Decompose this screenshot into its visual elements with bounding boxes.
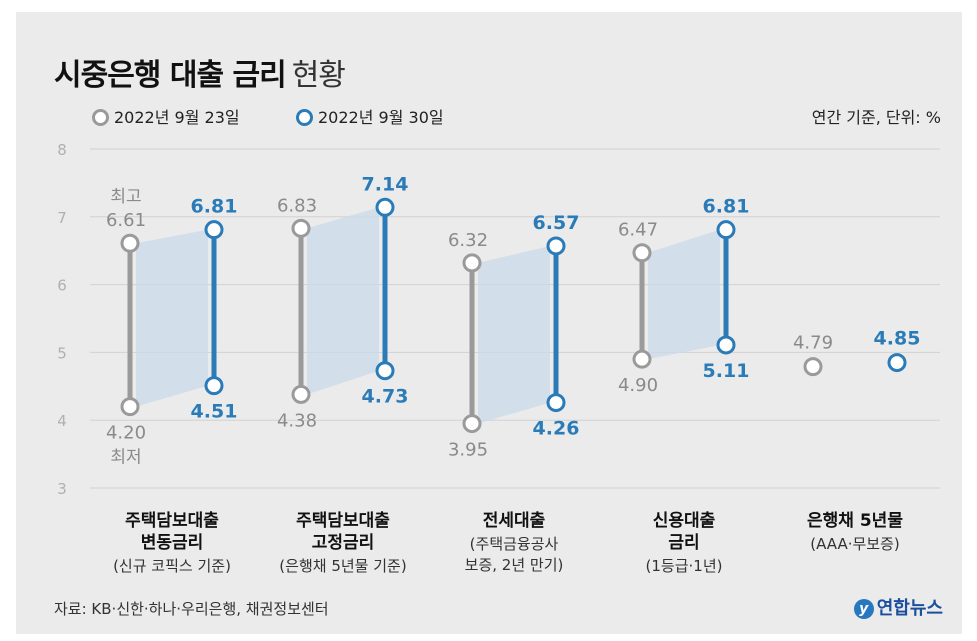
y-tick-label: 8 bbox=[57, 141, 67, 159]
y-tick-label: 7 bbox=[57, 209, 67, 227]
old-high-label: 6.61 bbox=[106, 210, 146, 231]
new-high-point bbox=[204, 220, 224, 240]
category-name-line: 변동금리 bbox=[140, 533, 204, 553]
brand-logo: y 연합뉴스 bbox=[853, 594, 943, 620]
new-low-point bbox=[375, 361, 395, 381]
y-tick-label: 6 bbox=[57, 277, 67, 295]
min-annotation: 최저 bbox=[110, 448, 141, 468]
old-low-point bbox=[462, 414, 482, 434]
y-tick-label: 5 bbox=[57, 344, 67, 362]
old-high-point bbox=[632, 243, 652, 263]
category-sub-line: 보증, 2년 만기) bbox=[464, 556, 564, 574]
old-high-label: 6.83 bbox=[277, 195, 317, 216]
new-high-point bbox=[375, 197, 395, 217]
category-name: 주택담보대출 변동금리 bbox=[77, 510, 267, 554]
old-high-point bbox=[120, 233, 140, 253]
new-high-label: 6.81 bbox=[703, 196, 750, 218]
source-note: 자료: KB·신한·하나·우리은행, 채권정보센터 bbox=[54, 600, 329, 618]
old-low-label: 4.38 bbox=[277, 410, 317, 431]
new-point bbox=[887, 353, 907, 373]
y-tick-label: 4 bbox=[57, 412, 67, 430]
new-low-label: 5.11 bbox=[703, 360, 750, 382]
new-high-label: 6.57 bbox=[533, 212, 580, 234]
new-low-label: 4.26 bbox=[533, 418, 580, 440]
category-name-line: 주택담보대출 bbox=[296, 511, 390, 531]
legend-marker-old bbox=[92, 109, 109, 126]
old-high-label: 6.47 bbox=[618, 220, 658, 241]
old-high-point bbox=[291, 218, 311, 238]
category-name-line: 금리 bbox=[668, 533, 700, 553]
category-name-line: 신용대출 bbox=[652, 511, 716, 531]
y-tick-label: 3 bbox=[57, 480, 67, 498]
old-point bbox=[803, 357, 823, 377]
old-high-point bbox=[462, 253, 482, 273]
old-high-label: 6.32 bbox=[448, 230, 488, 251]
new-high-point bbox=[546, 236, 566, 256]
legend-item-old: 2022년 9월 23일 bbox=[92, 104, 240, 128]
chart-title: 시중은행 대출 금리 현황 bbox=[54, 50, 346, 94]
new-high-point bbox=[716, 220, 736, 240]
category-name: 전세대출 bbox=[419, 510, 609, 532]
new-low-point bbox=[716, 335, 736, 355]
category-sub-line: (AAA·무보증) bbox=[810, 535, 900, 553]
category-name-line: 주택담보대출 bbox=[125, 511, 219, 531]
new-low-label: 4.73 bbox=[362, 386, 409, 408]
category-sub: (신규 코픽스 기준) bbox=[77, 556, 267, 577]
category-name: 은행채 5년물 bbox=[760, 510, 950, 532]
new-low-point bbox=[204, 376, 224, 396]
new-high-label: 7.14 bbox=[362, 173, 409, 195]
range-band bbox=[648, 229, 720, 360]
legend-label-old: 2022년 9월 23일 bbox=[114, 108, 240, 127]
category-sub: (AAA·무보증) bbox=[760, 534, 950, 555]
brand-name: 연합뉴스 bbox=[876, 598, 943, 619]
unit-note: 연간 기준, 단위: % bbox=[811, 108, 941, 127]
new-low-point bbox=[546, 393, 566, 413]
title-bold: 시중은행 대출 금리 bbox=[54, 58, 287, 93]
range-band bbox=[478, 245, 550, 424]
new-value-label: 4.85 bbox=[874, 328, 921, 350]
old-low-label: 4.90 bbox=[618, 375, 658, 396]
range-band bbox=[307, 207, 379, 395]
legend-label-new: 2022년 9월 30일 bbox=[318, 108, 444, 127]
category-name: 주택담보대출 고정금리 bbox=[248, 510, 438, 554]
category-sub: (은행채 5년물 기준) bbox=[248, 556, 438, 577]
category-sub: (1등급·1년) bbox=[589, 556, 779, 577]
yonhap-logo-icon: y bbox=[853, 599, 874, 619]
old-low-label: 3.95 bbox=[448, 440, 488, 461]
category-sub-line: (주택금융공사 bbox=[469, 535, 559, 553]
old-low-point bbox=[291, 384, 311, 404]
category-sub-line: (신규 코픽스 기준) bbox=[113, 557, 231, 575]
category-sub-line: (은행채 5년물 기준) bbox=[279, 557, 407, 575]
new-high-label: 6.81 bbox=[191, 196, 238, 218]
legend-marker-new bbox=[296, 109, 313, 126]
category-name-line: 전세대출 bbox=[482, 511, 546, 531]
legend-item-new: 2022년 9월 30일 bbox=[296, 104, 444, 128]
title-light: 현황 bbox=[291, 58, 346, 93]
category-sub-line: (1등급·1년) bbox=[645, 557, 723, 575]
old-low-point bbox=[120, 397, 140, 417]
category-name-line: 고정금리 bbox=[311, 533, 375, 553]
category-name-line: 은행채 5년물 bbox=[807, 511, 903, 531]
old-value-label: 4.79 bbox=[793, 333, 833, 354]
old-low-label: 4.20 bbox=[106, 423, 146, 444]
range-band bbox=[136, 229, 208, 407]
max-annotation: 최고 bbox=[110, 187, 141, 207]
new-low-label: 4.51 bbox=[191, 401, 238, 423]
old-low-point bbox=[632, 349, 652, 369]
category-name: 신용대출 금리 bbox=[589, 510, 779, 554]
